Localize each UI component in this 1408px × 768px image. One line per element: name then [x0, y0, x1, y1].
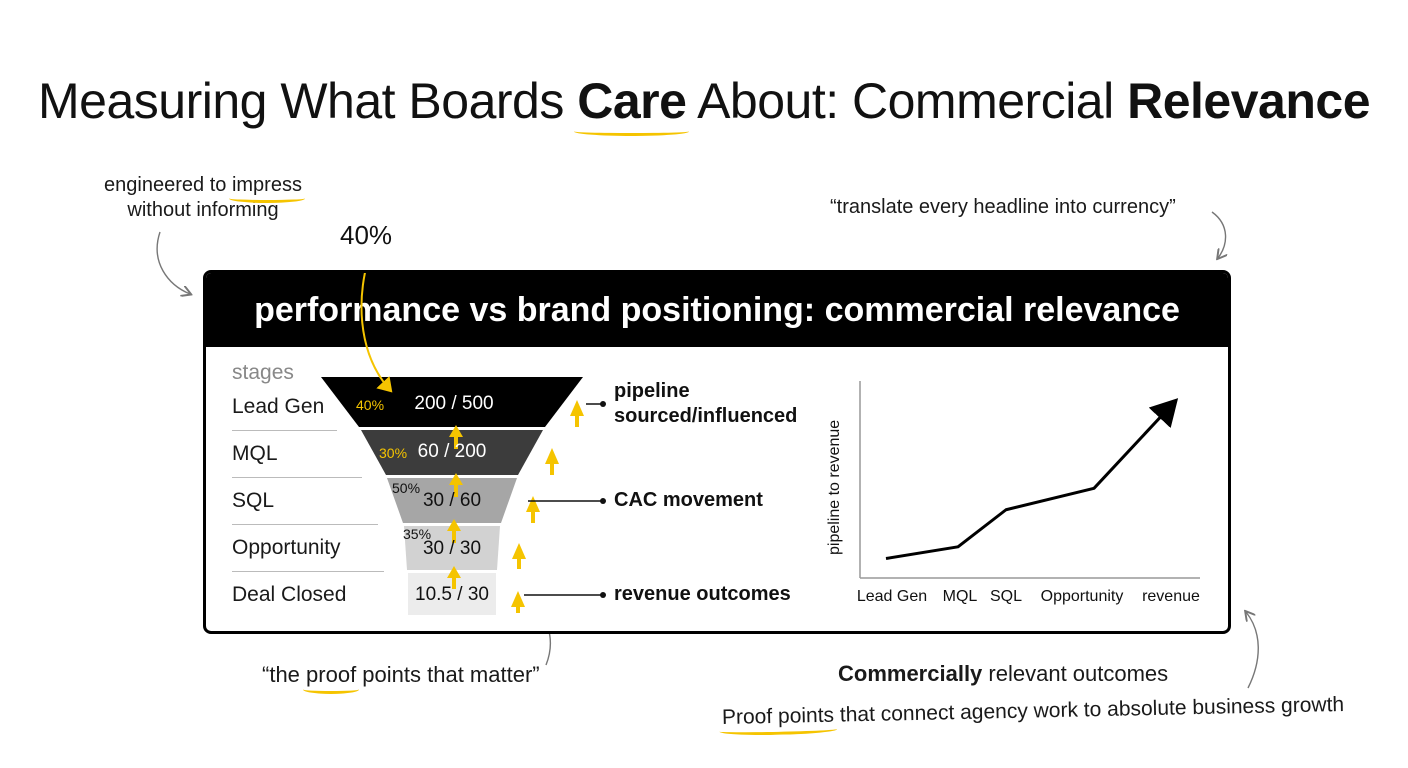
outcome-cac-movement: CAC movement: [614, 489, 763, 511]
proof-quote-pre: “the: [262, 662, 307, 687]
commercially-relevant-note: Commercially relevant outcomes: [838, 661, 1168, 687]
x-tick-label: MQL: [942, 588, 978, 605]
funnel-pct-lead-gen: 40%: [356, 397, 385, 413]
funnel-segment-deal-closed: [408, 573, 496, 615]
stage-divider: [232, 524, 378, 525]
stages-header: stages: [232, 361, 294, 384]
stage-label-sql: SQL: [232, 489, 275, 512]
page-title: Measuring What Boards Care About: Commer…: [0, 72, 1408, 136]
funnel-pct-opportunity: 35%: [403, 526, 432, 542]
outcome-arrow: [511, 591, 525, 613]
outcome-pipeline-line-2: sourced/influenced: [614, 405, 798, 427]
funnel-pct-mql: 30%: [379, 445, 408, 461]
funnel-value-sql: 30 / 60: [422, 490, 482, 511]
conversion-arrow: [447, 519, 461, 543]
funnel-segment-sql: [387, 478, 517, 523]
outcome-pipeline-line-1: pipeline: [614, 380, 690, 402]
stage-divider: [232, 430, 337, 431]
funnel-value-mql: 60 / 200: [417, 441, 487, 462]
forty-percent-curve: [360, 273, 393, 393]
stage-label-opportunity: Opportunity: [232, 536, 341, 559]
pipeline-revenue-chart: [859, 381, 1200, 579]
impress-note-line-2: without informing: [127, 199, 279, 221]
funnel-diagram: [321, 273, 606, 615]
funnel-value-deal-closed: 10.5 / 30: [415, 584, 489, 605]
title-relevance: Relevance: [1127, 73, 1370, 129]
conversion-arrow: [449, 425, 463, 449]
currency-arrow: [1211, 211, 1226, 258]
outcome-revenue: revenue outcomes: [614, 583, 791, 605]
stage-label-lead-gen: Lead Gen: [232, 395, 325, 418]
funnel-pct-sql: 50%: [392, 480, 421, 496]
proof-quote-post: points that matter”: [356, 662, 540, 687]
growth-arrow: [1246, 612, 1259, 689]
funnel-segment-mql: [361, 430, 543, 475]
outcome-arrow: [570, 400, 584, 427]
title-care-highlight: Care: [574, 73, 690, 136]
stage-divider: [232, 571, 384, 572]
outcome-arrow: [545, 448, 559, 475]
stage-divider: [232, 477, 362, 478]
outcome-arrow: [526, 496, 540, 523]
conversion-arrow: [449, 473, 463, 497]
funnel-segment-opportunity: [404, 526, 500, 570]
currency-note: “translate every headline into currency”: [830, 196, 1176, 218]
stage-label-mql: MQL: [232, 442, 278, 465]
y-axis-label: pipeline to revenue: [826, 419, 843, 555]
x-tick-label: SQL: [989, 588, 1022, 605]
proof-points-quote: “the proof points that matter”: [262, 662, 540, 694]
impress-note: engineered to impress without informing: [98, 174, 308, 222]
outcome-arrow: [512, 543, 526, 569]
funnel-value-opportunity: 30 / 30: [422, 538, 482, 559]
funnel-value-lead-gen: 200 / 500: [414, 393, 494, 414]
x-tick-label: revenue: [1142, 588, 1200, 605]
impress-note-pre: engineered to: [104, 174, 232, 196]
series-line-pipeline-to-revenue: [885, 398, 1179, 560]
commercially-rest: relevant outcomes: [982, 661, 1169, 686]
title-part-1: Measuring What Boards: [38, 73, 578, 129]
proof-word-highlight: proof: [303, 662, 360, 694]
forty-percent-label: 40%: [340, 220, 393, 250]
card-header: performance vs brand positioning: commer…: [206, 273, 1228, 347]
impress-arrow: [156, 231, 190, 294]
x-tick-label: Opportunity: [1040, 588, 1124, 605]
stage-label-deal-closed: Deal Closed: [232, 583, 347, 606]
conversion-arrow: [447, 566, 461, 589]
title-part-2: About: Commercial: [686, 73, 1128, 129]
x-tick-label: Lead Gen: [856, 588, 928, 605]
outcome-pipeline: pipeline sourced/influenced: [614, 379, 797, 429]
impress-word-highlight: impress: [228, 174, 305, 203]
commercial-relevance-card: performance vs brand positioning: commer…: [203, 270, 1231, 634]
proof-points-highlight: Proof points: [721, 703, 835, 729]
commercially-bold: Commercially: [838, 661, 983, 686]
